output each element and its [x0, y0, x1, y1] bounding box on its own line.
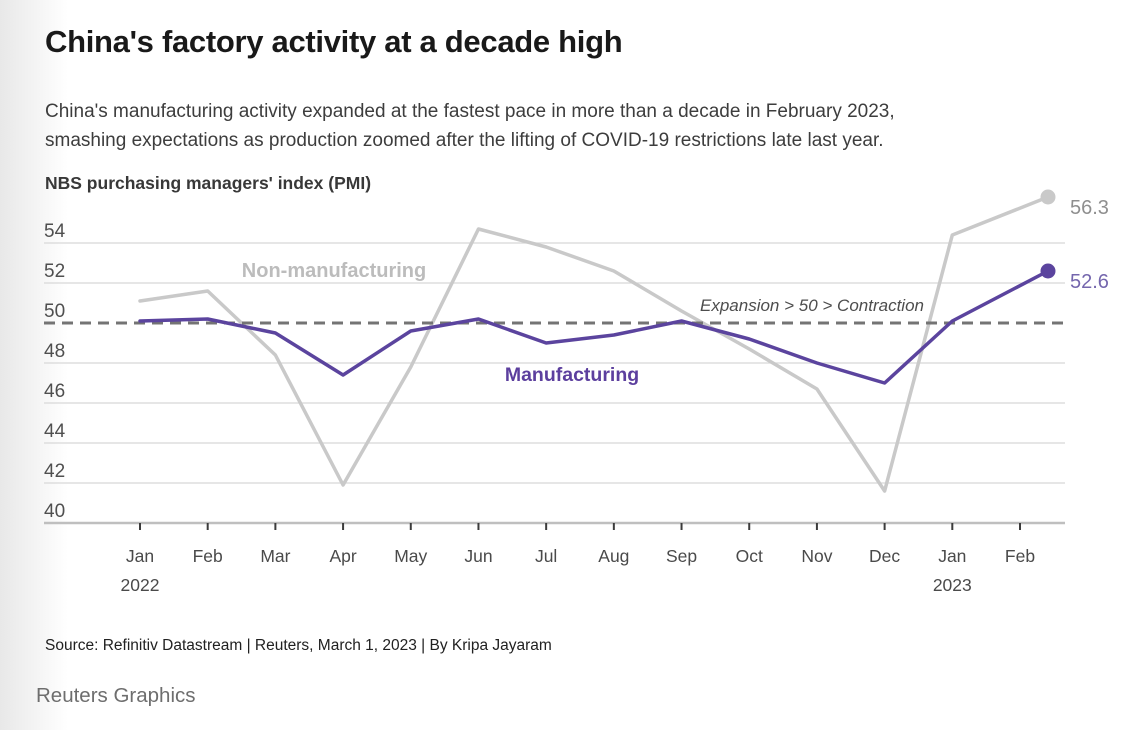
x-axis-label-12-jan: Jan	[938, 546, 966, 566]
chart-headline: China's factory activity at a decade hig…	[45, 24, 623, 59]
manufacturing-series-label: Manufacturing	[505, 364, 639, 386]
x-axis-label-13-feb: Feb	[1005, 546, 1035, 566]
x-axis-year-2022: 2022	[121, 575, 160, 595]
y-axis-label-46: 46	[44, 381, 65, 402]
chart-axis-title: NBS purchasing managers' index (PMI)	[45, 173, 372, 193]
x-axis-label-5-jun: Jun	[464, 546, 492, 566]
manufacturing-end-dot	[1040, 263, 1056, 279]
chart-subtitle: China's manufacturing activity expanded …	[45, 97, 895, 155]
x-axis-label-4-may: May	[394, 546, 427, 566]
x-axis-label-11-dec: Dec	[869, 546, 900, 566]
reuters-graphics-brand: Reuters Graphics	[36, 684, 196, 707]
x-axis-label-10-nov: Nov	[801, 546, 832, 566]
x-axis-label-2-mar: Mar	[260, 546, 290, 566]
non-manufacturing-end-dot	[1040, 189, 1056, 205]
y-axis-label-54: 54	[44, 221, 66, 242]
reference-line-label: Expansion > 50 > Contraction	[700, 296, 924, 315]
non-manufacturing-end-value: 56.3	[1070, 197, 1109, 219]
y-axis-label-44: 44	[44, 421, 66, 442]
x-axis-label-3-apr: Apr	[329, 546, 356, 566]
x-axis-label-9-oct: Oct	[736, 546, 763, 566]
x-axis-label-1-feb: Feb	[193, 546, 223, 566]
subtitle-line-2: smashing expectations as production zoom…	[45, 130, 884, 151]
non-manufacturing-line	[138, 195, 1050, 493]
manufacturing-line	[138, 269, 1050, 385]
y-axis-label-42: 42	[44, 461, 65, 482]
x-axis-year-2023: 2023	[933, 575, 972, 595]
source-attribution: Source: Refinitiv Datastream | Reuters, …	[45, 637, 552, 654]
y-axis-label-52: 52	[44, 261, 65, 282]
x-axis-label-8-sep: Sep	[666, 546, 697, 566]
pmi-line-chart: 54 52 50 48 46 44 42 40 Jan Feb Mar Apr May Jun Jul Aug…	[44, 189, 1109, 595]
manufacturing-end-value: 52.6	[1070, 271, 1109, 293]
x-axis-label-7-aug: Aug	[598, 546, 629, 566]
non-manufacturing-series-label: Non-manufacturing	[242, 260, 426, 282]
y-axis-label-40: 40	[44, 501, 65, 522]
x-axis-label-6-jul: Jul	[535, 546, 557, 566]
y-axis-label-50: 50	[44, 301, 65, 322]
subtitle-line-1: China's manufacturing activity expanded …	[45, 101, 895, 122]
x-axis-label-0-jan: Jan	[126, 546, 154, 566]
y-axis-label-48: 48	[44, 341, 65, 362]
